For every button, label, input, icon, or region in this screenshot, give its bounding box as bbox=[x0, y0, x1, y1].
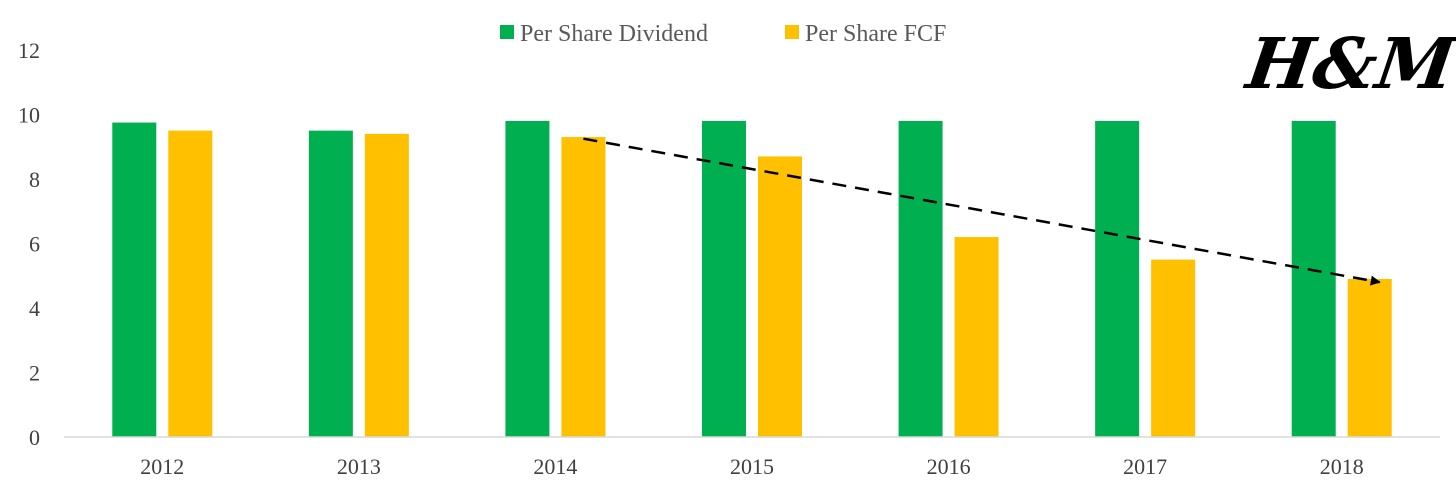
hm-logo: H&M bbox=[1240, 22, 1456, 105]
bar-per-share-fcf-2012 bbox=[168, 130, 213, 437]
bar-per-share-dividend-2017 bbox=[1095, 120, 1140, 437]
legend-label: Per Share Dividend bbox=[520, 21, 708, 47]
y-tick-label: 8 bbox=[29, 167, 40, 192]
trend-arrow bbox=[583, 137, 1381, 286]
bar-per-share-dividend-2015 bbox=[702, 120, 746, 437]
bar-per-share-fcf-2017 bbox=[1151, 259, 1196, 437]
bar-per-share-dividend-2014 bbox=[505, 120, 550, 437]
bar-per-share-dividend-2018 bbox=[1291, 120, 1336, 437]
legend-label: Per Share FCF bbox=[805, 21, 946, 47]
bar-per-share-fcf-2014 bbox=[561, 137, 606, 437]
bar-per-share-dividend-2012 bbox=[112, 122, 157, 437]
hm-logo-text: H&M bbox=[1240, 22, 1456, 105]
y-tick-label: 6 bbox=[29, 232, 40, 257]
x-tick-label: 2015 bbox=[730, 454, 774, 479]
y-tick-label: 4 bbox=[29, 296, 40, 321]
x-tick-label: 2014 bbox=[533, 454, 577, 479]
x-tick-label: 2013 bbox=[337, 454, 381, 479]
bar-per-share-fcf-2013 bbox=[364, 133, 409, 437]
bars bbox=[112, 120, 1392, 438]
bar-per-share-dividend-2016 bbox=[898, 120, 943, 437]
x-tick-label: 2016 bbox=[927, 454, 971, 479]
legend-swatch-per-share-dividend bbox=[500, 25, 514, 39]
bar-per-share-fcf-2015 bbox=[758, 156, 802, 438]
legend: Per Share Dividend Per Share FCF bbox=[500, 21, 946, 47]
x-axis-ticks: 2012 2013 2014 2015 2016 2017 2018 bbox=[140, 454, 1363, 479]
bar-per-share-fcf-2016 bbox=[954, 237, 999, 437]
y-tick-label: 2 bbox=[29, 361, 40, 386]
bar-per-share-dividend-2013 bbox=[308, 130, 353, 437]
y-tick-label: 0 bbox=[29, 425, 40, 450]
bar-per-share-fcf-2018 bbox=[1347, 278, 1392, 437]
y-tick-label: 10 bbox=[18, 103, 40, 128]
y-tick-label: 12 bbox=[18, 38, 40, 63]
legend-swatch-per-share-fcf bbox=[785, 25, 799, 39]
x-tick-label: 2012 bbox=[140, 454, 184, 479]
x-tick-label: 2017 bbox=[1123, 454, 1167, 479]
x-tick-label: 2018 bbox=[1320, 454, 1364, 479]
y-axis-ticks: 0 2 4 6 8 10 12 bbox=[18, 38, 40, 450]
